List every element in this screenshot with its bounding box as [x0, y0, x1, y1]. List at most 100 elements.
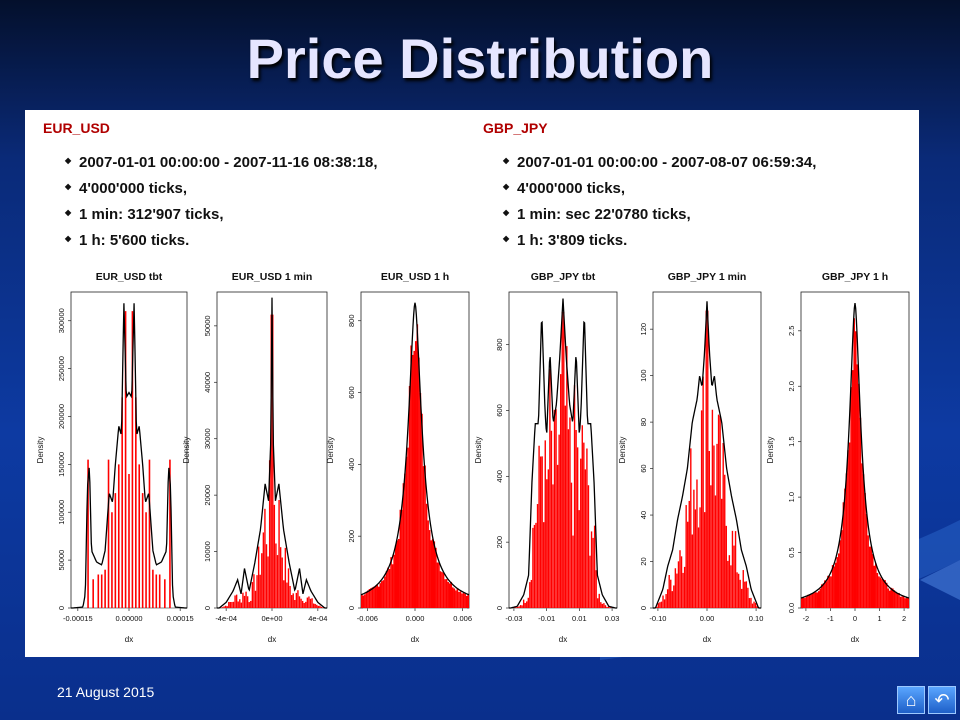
x-tick-label: 0.00: [700, 614, 715, 623]
pair-label-gbpjpy: GBP_JPY: [483, 120, 548, 136]
x-tick-label: -0.01: [538, 614, 555, 623]
bullet-list-gbpjpy: 2007-01-01 00:00:00 - 2007-08-07 06:59:3…: [503, 150, 816, 254]
x-axis-label: dx: [268, 635, 276, 644]
x-tick-label: 0.00000: [115, 614, 142, 623]
y-tick-label: 100: [639, 369, 648, 382]
y-tick-label: 1.0: [787, 492, 796, 502]
y-axis-label: Density: [766, 437, 775, 464]
y-tick-label: 150000: [57, 452, 66, 477]
y-tick-label: 400: [347, 458, 356, 471]
plot-title: GBP_JPY 1 h: [822, 271, 888, 283]
y-tick-label: 0: [203, 606, 212, 610]
y-tick-label: 200000: [57, 404, 66, 429]
x-tick-label: -0.10: [649, 614, 666, 623]
y-tick-label: 120: [639, 323, 648, 336]
bullet-item: 1 h: 3'809 ticks.: [503, 228, 816, 254]
home-button[interactable]: ⌂: [897, 686, 925, 714]
y-tick-label: 0: [495, 606, 504, 610]
x-axis-label: dx: [851, 635, 859, 644]
x-tick-label: 0.03: [605, 614, 620, 623]
x-tick-label: 0.000: [406, 614, 425, 623]
density-plots: EUR_USD tbtDensitydx05000010000015000020…: [36, 271, 910, 644]
y-tick-label: 800: [347, 314, 356, 327]
y-tick-label: 0: [347, 606, 356, 610]
y-tick-label: 2.0: [787, 381, 796, 391]
y-tick-label: 600: [495, 404, 504, 417]
y-tick-label: 0: [57, 606, 66, 610]
y-tick-label: 30000: [203, 428, 212, 449]
y-tick-label: 0.0: [787, 603, 796, 613]
x-axis-label: dx: [125, 635, 133, 644]
bullet-item: 2007-01-01 00:00:00 - 2007-11-16 08:38:1…: [65, 150, 378, 176]
bullet-item: 4'000'000 ticks,: [503, 176, 816, 202]
bullet-list-eurusd: 2007-01-01 00:00:00 - 2007-11-16 08:38:1…: [65, 150, 378, 254]
plot-title: EUR_USD tbt: [96, 271, 163, 283]
x-tick-label: -0.006: [357, 614, 378, 623]
slide-title: Price Distribution: [246, 27, 714, 90]
x-tick-label: -4e-04: [215, 614, 237, 623]
y-tick-label: 0.5: [787, 547, 796, 557]
y-tick-label: 200: [347, 530, 356, 543]
y-tick-label: 10000: [203, 541, 212, 562]
x-tick-label: 0: [853, 614, 857, 623]
bullet-item: 2007-01-01 00:00:00 - 2007-08-07 06:59:3…: [503, 150, 816, 176]
plot-title: EUR_USD 1 min: [232, 271, 313, 283]
y-tick-label: 50000: [203, 315, 212, 336]
x-axis-label: dx: [559, 635, 567, 644]
y-tick-label: 2.5: [787, 326, 796, 336]
y-tick-label: 40: [639, 511, 648, 519]
x-tick-label: 2: [902, 614, 906, 623]
y-tick-label: 400: [495, 470, 504, 483]
bullet-item: 1 min: sec 22'0780 ticks,: [503, 202, 816, 228]
x-axis-label: dx: [411, 635, 419, 644]
y-tick-label: 200: [495, 536, 504, 549]
y-tick-label: 0: [639, 606, 648, 610]
y-tick-label: 250000: [57, 356, 66, 381]
density-curve: [71, 303, 187, 609]
x-tick-label: 4e-04: [308, 614, 327, 623]
return-button[interactable]: ↶: [928, 686, 956, 714]
x-tick-label: 0.10: [749, 614, 764, 623]
x-tick-label: 0.01: [572, 614, 587, 623]
return-icon: ↶: [934, 689, 950, 710]
x-tick-label: -1: [827, 614, 834, 623]
density-curve: [800, 303, 910, 599]
plot-frame: [508, 291, 618, 609]
y-tick-label: 20000: [203, 485, 212, 506]
x-tick-label: 1: [877, 614, 881, 623]
x-tick-label: -2: [803, 614, 810, 623]
x-tick-label: 0.006: [453, 614, 472, 623]
y-tick-label: 60: [639, 464, 648, 472]
content-panel: EUR_USD 2007-01-01 00:00:00 - 2007-11-16…: [25, 110, 919, 657]
x-tick-label: -0.03: [505, 614, 522, 623]
density-curve: [509, 298, 617, 609]
y-axis-label: Density: [182, 437, 191, 464]
y-axis-label: Density: [326, 437, 335, 464]
y-tick-label: 600: [347, 386, 356, 399]
y-axis-label: Density: [618, 437, 627, 464]
density-curve: [653, 301, 761, 609]
plot-title: GBP_JPY 1 min: [668, 271, 747, 283]
pair-label-eurusd: EUR_USD: [43, 120, 110, 136]
plot-title: GBP_JPY tbt: [531, 271, 596, 283]
y-tick-label: 40000: [203, 372, 212, 393]
y-tick-label: 300000: [57, 308, 66, 333]
bullet-item: 1 h: 5'600 ticks.: [65, 228, 378, 254]
x-tick-label: 0e+00: [261, 614, 282, 623]
home-icon: ⌂: [905, 689, 917, 710]
density-curve: [217, 297, 327, 609]
bullet-item: 4'000'000 ticks,: [65, 176, 378, 202]
bullet-item: 1 min: 312'907 ticks,: [65, 202, 378, 228]
y-tick-label: 20: [639, 557, 648, 565]
y-axis-label: Density: [36, 437, 45, 464]
y-tick-label: 100000: [57, 500, 66, 525]
y-axis-label: Density: [474, 437, 483, 464]
density-curve: [360, 302, 470, 596]
x-tick-label: 0.00015: [167, 614, 194, 623]
plot-title: EUR_USD 1 h: [381, 271, 449, 283]
x-tick-label: -0.00015: [63, 614, 93, 623]
y-tick-label: 1.5: [787, 436, 796, 446]
x-axis-label: dx: [703, 635, 711, 644]
footer-date: 21 August 2015: [57, 684, 155, 700]
y-tick-label: 80: [639, 418, 648, 426]
